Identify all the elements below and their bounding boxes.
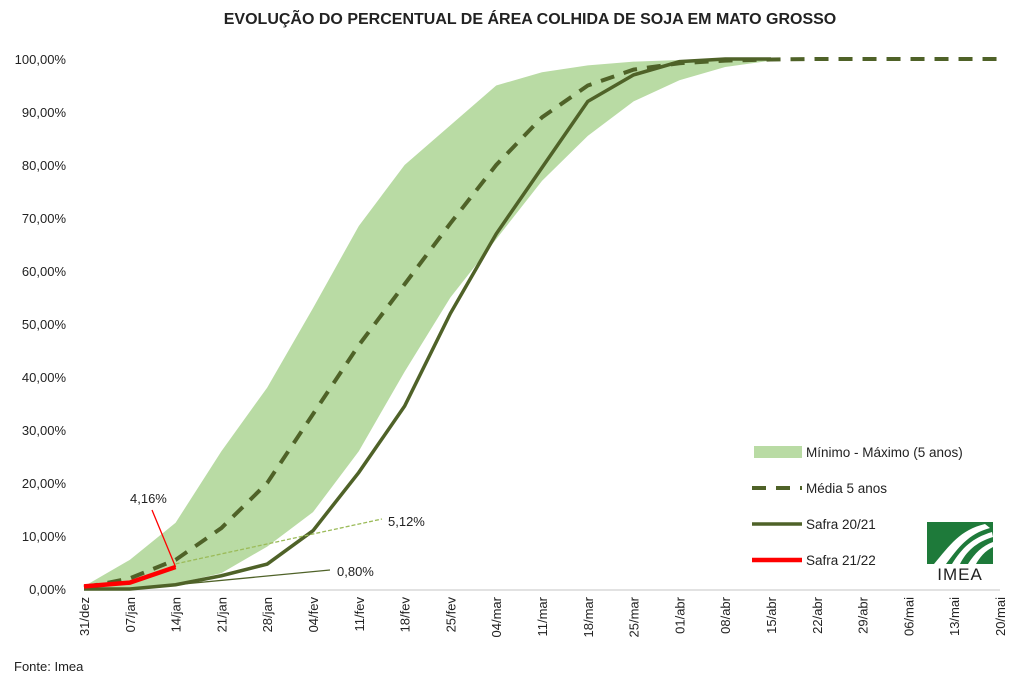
y-tick-label: 50,00%	[22, 317, 67, 332]
legend-label: Mínimo - Máximo (5 anos)	[806, 445, 963, 460]
x-tick-label: 07/jan	[123, 597, 138, 632]
y-tick-label: 20,00%	[22, 476, 67, 491]
x-tick-label: 11/fev	[352, 597, 367, 632]
annotation-leader	[151, 509, 177, 568]
annotation-label: 5,12%	[388, 514, 425, 529]
x-tick-label: 25/mar	[627, 596, 642, 637]
x-tick-label: 20/mai	[993, 597, 1008, 636]
x-tick-label: 28/jan	[260, 597, 275, 632]
annotation-leader	[175, 518, 383, 565]
x-tick-label: 21/jan	[214, 597, 229, 632]
series-line-m-dia-5-anos	[83, 57, 1000, 590]
x-tick-label: 18/fev	[398, 597, 413, 633]
y-tick-label: 80,00%	[22, 158, 67, 173]
x-tick-label: 18/mar	[581, 596, 596, 637]
annotation-label: 4,16%	[130, 491, 167, 506]
annotation-label: 0,80%	[337, 564, 374, 579]
legend-label: Safra 21/22	[806, 553, 876, 568]
x-tick-label: 29/abr	[856, 596, 871, 634]
y-tick-label: 100,00%	[15, 52, 67, 67]
y-tick-label: 60,00%	[22, 264, 67, 279]
legend-label: Safra 20/21	[806, 517, 876, 532]
min-max-band	[84, 59, 771, 589]
x-tick-label: 06/mai	[901, 597, 916, 636]
logo-text: IMEA	[937, 565, 983, 584]
x-tick-label: 01/abr	[672, 596, 687, 634]
legend-swatch	[754, 446, 802, 458]
x-tick-label: 08/abr	[718, 596, 733, 634]
y-tick-label: 0,00%	[29, 582, 66, 597]
y-tick-label: 30,00%	[22, 423, 67, 438]
series-line-safra-21-22	[83, 564, 177, 589]
y-tick-label: 10,00%	[22, 529, 67, 544]
x-tick-label: 04/fev	[306, 597, 321, 633]
source-note: Fonte: Imea	[14, 659, 84, 674]
annotation-leader	[175, 569, 331, 586]
series-line-safra-20-21	[84, 57, 771, 591]
y-tick-label: 40,00%	[22, 370, 67, 385]
x-tick-label: 22/abr	[810, 596, 825, 634]
x-tick-label: 11/mar	[535, 596, 550, 636]
imea-logo: IMEA	[927, 522, 993, 584]
legend-label: Média 5 anos	[806, 481, 887, 496]
y-tick-label: 70,00%	[22, 211, 67, 226]
x-tick-label: 04/mar	[489, 596, 504, 637]
chart-title: EVOLUÇÃO DO PERCENTUAL DE ÁREA COLHIDA D…	[224, 8, 837, 28]
x-tick-label: 13/mai	[947, 597, 962, 636]
x-tick-label: 15/abr	[764, 596, 779, 634]
x-tick-label: 25/fev	[443, 597, 458, 633]
x-tick-label: 31/dez	[77, 597, 92, 636]
y-tick-label: 90,00%	[22, 105, 67, 120]
x-tick-label: 14/jan	[169, 597, 184, 632]
